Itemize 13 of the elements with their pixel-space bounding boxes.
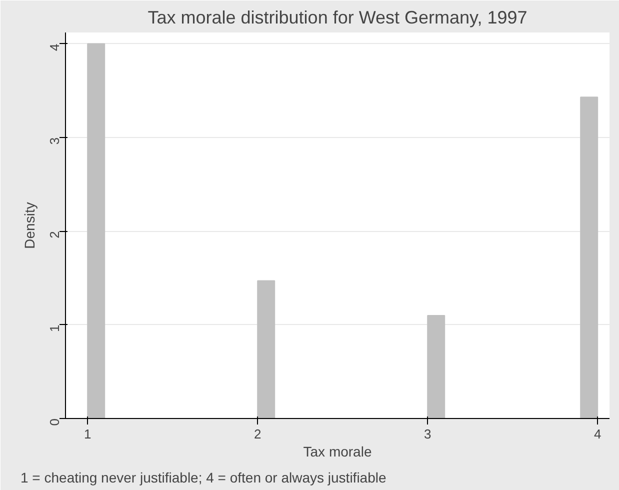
y-tick-label: 4 <box>47 44 62 51</box>
x-tick-label: 3 <box>424 426 432 442</box>
y-tick-label: 2 <box>47 231 62 238</box>
x-axis-title: Tax morale <box>303 444 372 460</box>
y-tick-label: 3 <box>47 137 62 145</box>
y-tick-label: 1 <box>47 324 62 332</box>
y-tick-label: 0 <box>47 418 62 426</box>
x-tick-label: 4 <box>594 426 602 442</box>
x-tick-label: 2 <box>254 426 262 442</box>
text: 1 = cheating never justifiable; 4 = often or always justifiable <box>20 470 386 486</box>
x-tick-label: 1 <box>84 426 92 442</box>
chart-title: Tax morale distribution for West Germany, 1997 <box>148 8 528 28</box>
y-axis-title: Density <box>22 202 38 249</box>
